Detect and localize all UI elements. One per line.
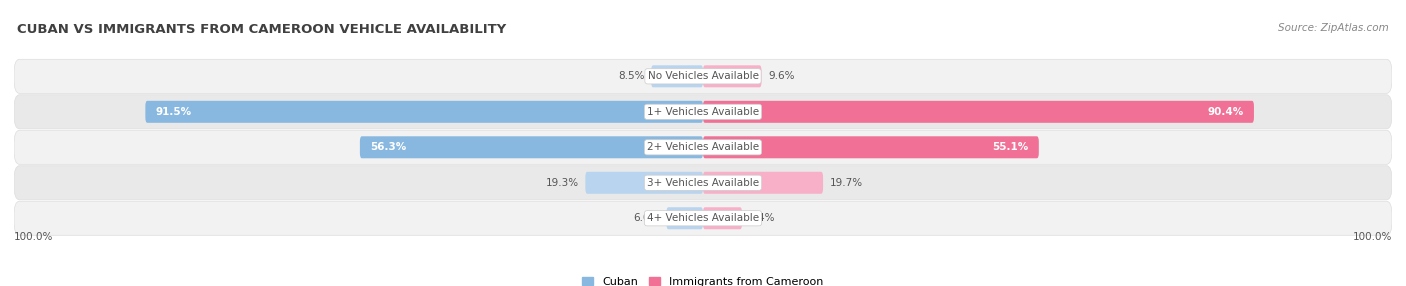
FancyBboxPatch shape	[145, 101, 703, 123]
FancyBboxPatch shape	[14, 59, 1392, 93]
FancyBboxPatch shape	[703, 101, 1254, 123]
Text: CUBAN VS IMMIGRANTS FROM CAMEROON VEHICLE AVAILABILITY: CUBAN VS IMMIGRANTS FROM CAMEROON VEHICL…	[17, 23, 506, 36]
Text: 91.5%: 91.5%	[156, 107, 193, 117]
Text: 1+ Vehicles Available: 1+ Vehicles Available	[647, 107, 759, 117]
FancyBboxPatch shape	[14, 130, 1392, 164]
FancyBboxPatch shape	[585, 172, 703, 194]
Text: 19.7%: 19.7%	[830, 178, 863, 188]
Text: No Vehicles Available: No Vehicles Available	[648, 71, 758, 81]
Text: 100.0%: 100.0%	[14, 233, 53, 243]
FancyBboxPatch shape	[703, 65, 762, 87]
FancyBboxPatch shape	[666, 207, 703, 229]
Text: 6.4%: 6.4%	[748, 213, 775, 223]
Text: 19.3%: 19.3%	[546, 178, 579, 188]
Text: 2+ Vehicles Available: 2+ Vehicles Available	[647, 142, 759, 152]
FancyBboxPatch shape	[14, 95, 1392, 129]
Text: 6.0%: 6.0%	[634, 213, 659, 223]
Text: 100.0%: 100.0%	[1353, 233, 1392, 243]
Text: 55.1%: 55.1%	[993, 142, 1028, 152]
Text: 4+ Vehicles Available: 4+ Vehicles Available	[647, 213, 759, 223]
FancyBboxPatch shape	[14, 201, 1392, 235]
FancyBboxPatch shape	[703, 172, 823, 194]
Text: 90.4%: 90.4%	[1208, 107, 1243, 117]
FancyBboxPatch shape	[703, 207, 742, 229]
FancyBboxPatch shape	[14, 166, 1392, 200]
Text: 9.6%: 9.6%	[768, 71, 794, 81]
FancyBboxPatch shape	[360, 136, 703, 158]
FancyBboxPatch shape	[651, 65, 703, 87]
Text: Source: ZipAtlas.com: Source: ZipAtlas.com	[1278, 23, 1389, 33]
Legend: Cuban, Immigrants from Cameroon: Cuban, Immigrants from Cameroon	[578, 272, 828, 286]
Text: 3+ Vehicles Available: 3+ Vehicles Available	[647, 178, 759, 188]
Text: 8.5%: 8.5%	[619, 71, 644, 81]
Text: 56.3%: 56.3%	[370, 142, 406, 152]
FancyBboxPatch shape	[703, 136, 1039, 158]
